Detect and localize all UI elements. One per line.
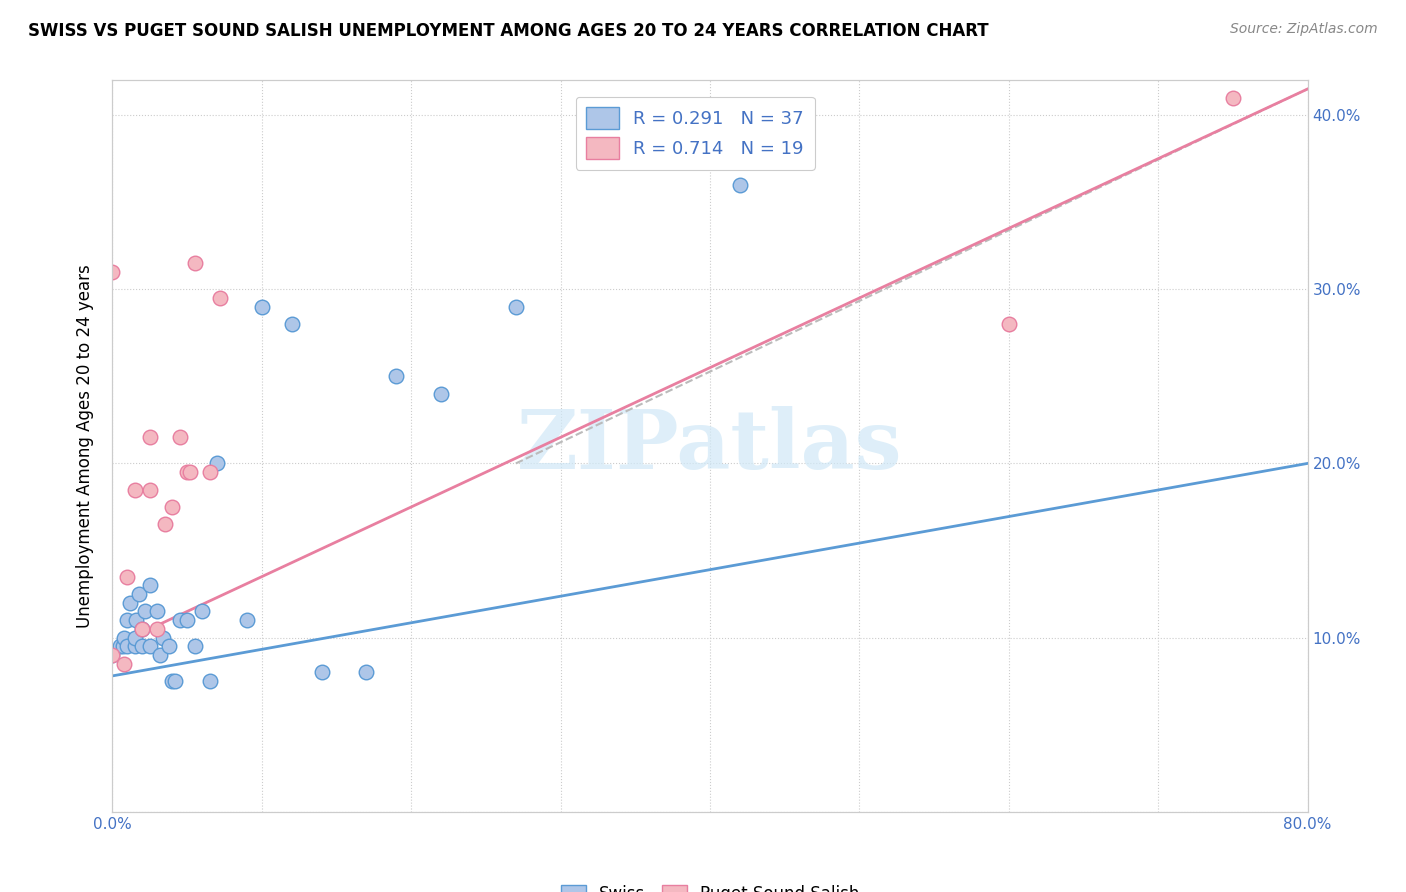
Point — [124, 483, 146, 497]
Point — [356, 665, 378, 680]
Point — [157, 640, 180, 654]
Point — [998, 317, 1021, 331]
Point — [124, 631, 146, 645]
Point — [111, 640, 134, 654]
Point — [162, 500, 183, 514]
Point — [139, 640, 162, 654]
Point — [101, 648, 124, 662]
Point — [117, 569, 139, 583]
Point — [311, 665, 333, 680]
Point — [176, 613, 198, 627]
Point — [139, 483, 162, 497]
Point — [208, 291, 231, 305]
Text: Source: ZipAtlas.com: Source: ZipAtlas.com — [1230, 22, 1378, 37]
Legend: Swiss, Puget Sound Salish: Swiss, Puget Sound Salish — [554, 879, 866, 892]
Point — [134, 604, 156, 618]
Point — [149, 648, 172, 662]
Point — [114, 631, 135, 645]
Point — [198, 674, 221, 689]
Point — [146, 622, 169, 636]
Point — [176, 465, 198, 479]
Text: ZIPatlas: ZIPatlas — [517, 406, 903, 486]
Point — [198, 465, 221, 479]
Point — [728, 178, 751, 192]
Point — [250, 300, 273, 314]
Point — [131, 622, 153, 636]
Point — [165, 674, 187, 689]
Point — [1222, 91, 1244, 105]
Point — [153, 517, 176, 532]
Point — [131, 640, 153, 654]
Point — [131, 622, 153, 636]
Point — [117, 613, 139, 627]
Point — [205, 457, 228, 471]
Point — [101, 648, 124, 662]
Point — [120, 596, 142, 610]
Y-axis label: Unemployment Among Ages 20 to 24 years: Unemployment Among Ages 20 to 24 years — [76, 264, 94, 628]
Point — [152, 631, 174, 645]
Point — [505, 300, 527, 314]
Point — [114, 657, 135, 671]
Point — [108, 640, 131, 654]
Point — [430, 386, 453, 401]
Point — [169, 430, 191, 444]
Point — [183, 256, 205, 270]
Point — [139, 430, 162, 444]
Point — [125, 613, 148, 627]
Point — [183, 640, 205, 654]
Point — [179, 465, 201, 479]
Point — [281, 317, 304, 331]
Point — [169, 613, 191, 627]
Point — [124, 640, 146, 654]
Point — [101, 265, 124, 279]
Text: SWISS VS PUGET SOUND SALISH UNEMPLOYMENT AMONG AGES 20 TO 24 YEARS CORRELATION C: SWISS VS PUGET SOUND SALISH UNEMPLOYMENT… — [28, 22, 988, 40]
Point — [162, 674, 183, 689]
Point — [117, 640, 139, 654]
Point — [385, 369, 408, 384]
Point — [139, 578, 162, 592]
Point — [128, 587, 150, 601]
Point — [146, 604, 169, 618]
Point — [191, 604, 214, 618]
Point — [236, 613, 259, 627]
